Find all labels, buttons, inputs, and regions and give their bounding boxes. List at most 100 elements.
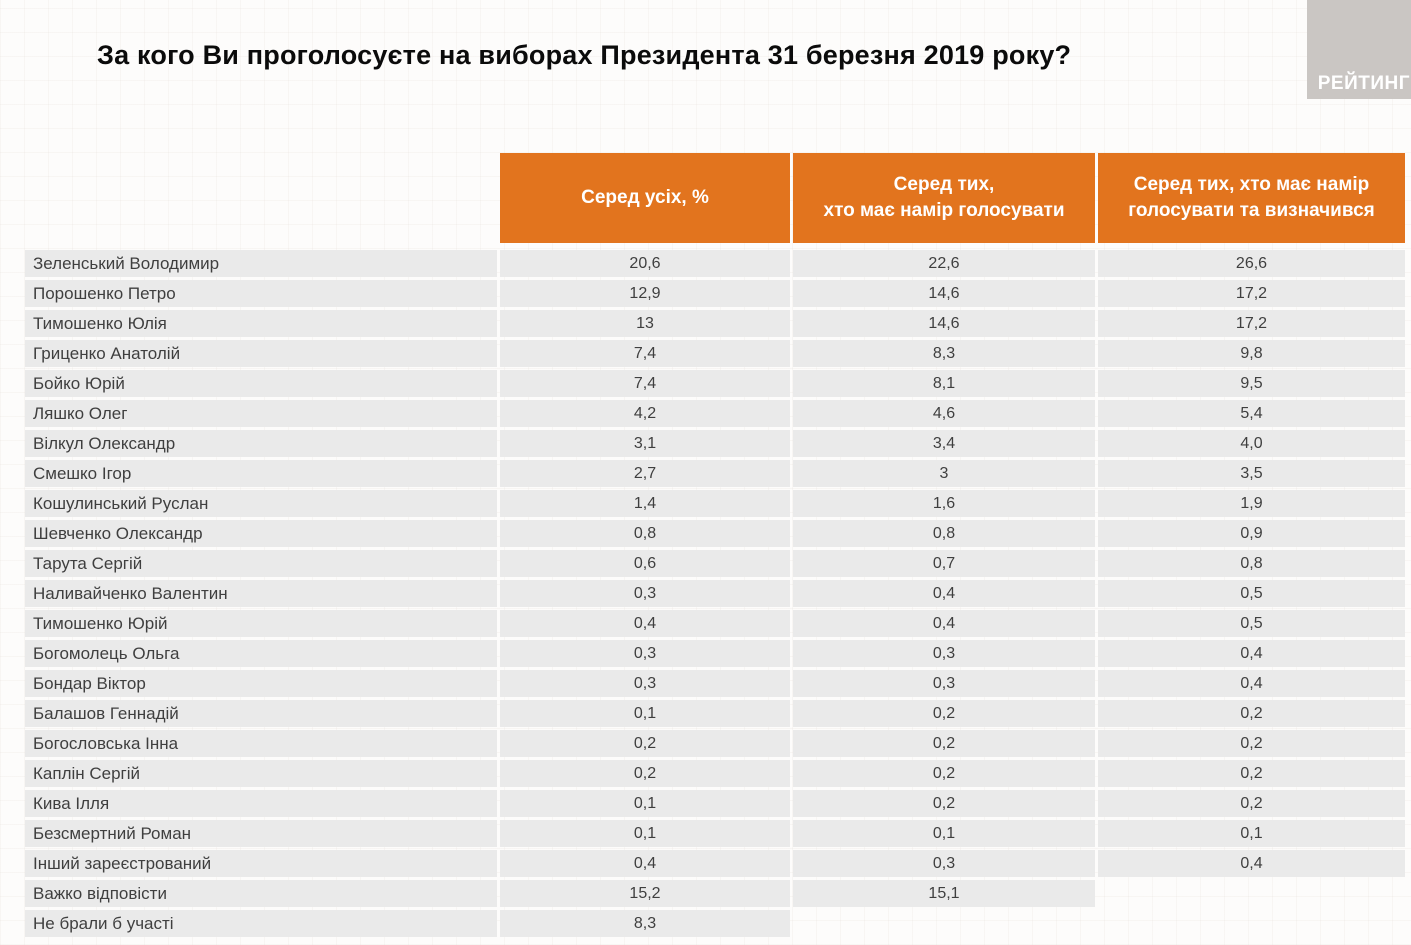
value-among-decided: 0,2 — [1098, 760, 1405, 787]
candidate-name: Тимошенко Юлія — [25, 310, 497, 337]
table-row: Важко відповісти 15,2 15,1 — [25, 880, 1405, 907]
candidate-name: Зеленський Володимир — [25, 250, 497, 277]
candidate-name: Балашов Геннадій — [25, 700, 497, 727]
table-row: Тимошенко Юлія 13 14,6 17,2 — [25, 310, 1405, 337]
value-among-all: 0,4 — [500, 610, 790, 637]
column-header-intend-and-decided: Серед тих, хто має намір голосувати та в… — [1098, 153, 1405, 243]
table-row: Богомолець Ольга 0,3 0,3 0,4 — [25, 640, 1405, 667]
table-row: Богословська Інна 0,2 0,2 0,2 — [25, 730, 1405, 757]
value-among-intending: 0,3 — [793, 850, 1095, 877]
value-among-decided: 9,5 — [1098, 370, 1405, 397]
rating-logo-text: РЕЙТИНГ — [1317, 73, 1410, 94]
value-among-decided: 0,2 — [1098, 700, 1405, 727]
value-among-intending: 0,2 — [793, 790, 1095, 817]
poll-results-table: Серед усіх, % Серед тих, хто має намір г… — [25, 153, 1405, 940]
table-row: Вілкул Олександр 3,1 3,4 4,0 — [25, 430, 1405, 457]
table-body: Зеленський Володимир 20,6 22,6 26,6 Поро… — [25, 250, 1405, 937]
page-title: За кого Ви проголосуєте на виборах Прези… — [97, 40, 1072, 70]
value-among-decided: 0,4 — [1098, 670, 1405, 697]
value-among-intending: 3 — [793, 460, 1095, 487]
value-among-all: 20,6 — [500, 250, 790, 277]
value-among-decided: 9,8 — [1098, 340, 1405, 367]
value-among-intending: 22,6 — [793, 250, 1095, 277]
table-row: Ляшко Олег 4,2 4,6 5,4 — [25, 400, 1405, 427]
value-among-all: 0,3 — [500, 580, 790, 607]
value-among-intending: 0,3 — [793, 640, 1095, 667]
value-among-decided: 0,4 — [1098, 640, 1405, 667]
value-among-all: 15,2 — [500, 880, 790, 907]
value-among-all: 0,1 — [500, 790, 790, 817]
value-among-all: 0,2 — [500, 760, 790, 787]
value-among-all: 3,1 — [500, 430, 790, 457]
table-row: Порошенко Петро 12,9 14,6 17,2 — [25, 280, 1405, 307]
value-among-decided — [1098, 880, 1405, 907]
candidate-name: Каплін Сергій — [25, 760, 497, 787]
table-row: Каплін Сергій 0,2 0,2 0,2 — [25, 760, 1405, 787]
value-among-intending: 14,6 — [793, 280, 1095, 307]
value-among-all: 7,4 — [500, 370, 790, 397]
table-row: Безсмертний Роман 0,1 0,1 0,1 — [25, 820, 1405, 847]
candidate-name: Тимошенко Юрій — [25, 610, 497, 637]
value-among-intending: 3,4 — [793, 430, 1095, 457]
column-header-intend-to-vote: Серед тих, хто має намір голосувати — [793, 153, 1095, 243]
value-among-intending: 15,1 — [793, 880, 1095, 907]
candidate-name: Тарута Сергій — [25, 550, 497, 577]
table-row: Кошулинський Руслан 1,4 1,6 1,9 — [25, 490, 1405, 517]
value-among-decided: 5,4 — [1098, 400, 1405, 427]
value-among-decided: 26,6 — [1098, 250, 1405, 277]
value-among-all: 0,3 — [500, 670, 790, 697]
table-row: Не брали б участі 8,3 — [25, 910, 1405, 937]
value-among-intending: 0,7 — [793, 550, 1095, 577]
value-among-decided: 4,0 — [1098, 430, 1405, 457]
candidate-name: Важко відповісти — [25, 880, 497, 907]
table-row: Зеленський Володимир 20,6 22,6 26,6 — [25, 250, 1405, 277]
table-row: Смешко Ігор 2,7 3 3,5 — [25, 460, 1405, 487]
candidate-name: Безсмертний Роман — [25, 820, 497, 847]
value-among-decided: 1,9 — [1098, 490, 1405, 517]
value-among-intending: 1,6 — [793, 490, 1095, 517]
value-among-all: 0,3 — [500, 640, 790, 667]
header-spacer-cell — [25, 153, 497, 243]
value-among-decided: 0,5 — [1098, 610, 1405, 637]
value-among-intending: 0,3 — [793, 670, 1095, 697]
candidate-name: Наливайченко Валентин — [25, 580, 497, 607]
value-among-intending: 4,6 — [793, 400, 1095, 427]
candidate-name: Кошулинський Руслан — [25, 490, 497, 517]
candidate-name: Інший зареєстрований — [25, 850, 497, 877]
value-among-all: 12,9 — [500, 280, 790, 307]
value-among-intending: 8,3 — [793, 340, 1095, 367]
value-among-decided: 0,8 — [1098, 550, 1405, 577]
value-among-decided: 0,4 — [1098, 850, 1405, 877]
value-among-all: 0,1 — [500, 820, 790, 847]
value-among-decided: 0,2 — [1098, 790, 1405, 817]
value-among-all: 0,8 — [500, 520, 790, 547]
candidate-name: Шевченко Олександр — [25, 520, 497, 547]
value-among-intending: 0,2 — [793, 760, 1095, 787]
value-among-intending: 0,2 — [793, 700, 1095, 727]
rating-group-logo: РЕЙТИНГ — [1307, 0, 1411, 99]
value-among-decided: 17,2 — [1098, 280, 1405, 307]
value-among-all: 0,2 — [500, 730, 790, 757]
candidate-name: Кива Ілля — [25, 790, 497, 817]
table-row: Бондар Віктор 0,3 0,3 0,4 — [25, 670, 1405, 697]
value-among-all: 8,3 — [500, 910, 790, 937]
value-among-decided: 0,1 — [1098, 820, 1405, 847]
table-row: Кива Ілля 0,1 0,2 0,2 — [25, 790, 1405, 817]
candidate-name: Богословська Інна — [25, 730, 497, 757]
candidate-name: Гриценко Анатолій — [25, 340, 497, 367]
value-among-all: 7,4 — [500, 340, 790, 367]
table-row: Тарута Сергій 0,6 0,7 0,8 — [25, 550, 1405, 577]
candidate-name: Вілкул Олександр — [25, 430, 497, 457]
table-row: Гриценко Анатолій 7,4 8,3 9,8 — [25, 340, 1405, 367]
table-row: Бойко Юрій 7,4 8,1 9,5 — [25, 370, 1405, 397]
column-header-all: Серед усіх, % — [500, 153, 790, 243]
table-header-row: Серед усіх, % Серед тих, хто має намір г… — [25, 153, 1405, 243]
value-among-intending: 0,8 — [793, 520, 1095, 547]
value-among-decided: 0,2 — [1098, 730, 1405, 757]
candidate-name: Порошенко Петро — [25, 280, 497, 307]
value-among-intending: 14,6 — [793, 310, 1095, 337]
table-row: Балашов Геннадій 0,1 0,2 0,2 — [25, 700, 1405, 727]
value-among-intending: 8,1 — [793, 370, 1095, 397]
value-among-all: 1,4 — [500, 490, 790, 517]
